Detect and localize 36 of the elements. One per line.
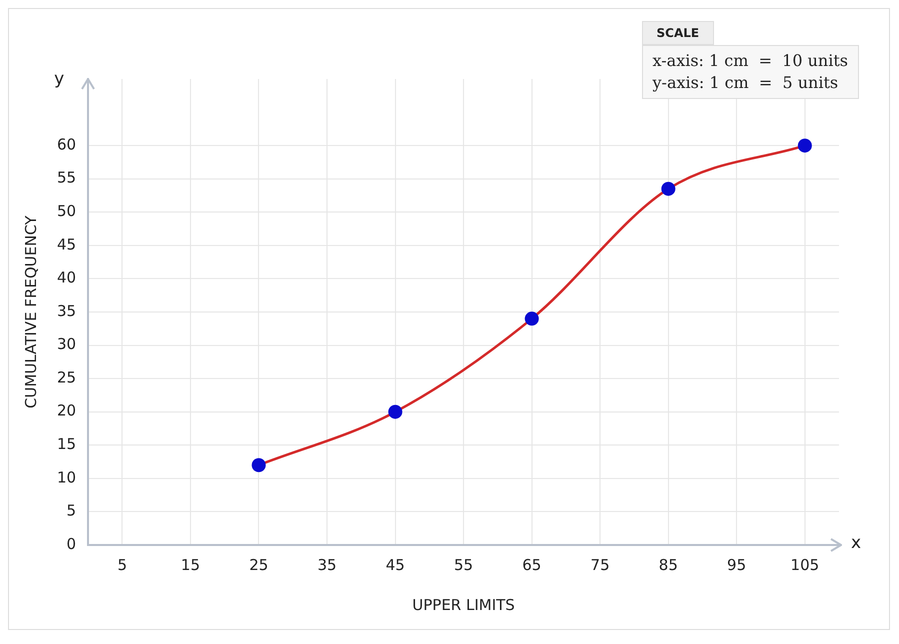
y-tick-label: 0	[66, 534, 76, 553]
y-tick-label: 20	[56, 402, 76, 420]
y-tick-label: 60	[56, 135, 76, 154]
y-tick-label: 45	[56, 235, 76, 254]
point	[661, 182, 676, 196]
y-tick-label: 55	[56, 168, 76, 187]
y-tick-label: 25	[56, 368, 76, 386]
x-axis-title: UPPER LIMITS	[412, 596, 515, 614]
y-tick-label: 30	[56, 335, 76, 354]
point	[798, 138, 812, 153]
point	[388, 404, 402, 419]
x-tick-label: 15	[180, 556, 200, 574]
x-tick-label: 35	[317, 556, 337, 574]
x-tick-label: 55	[454, 556, 474, 574]
y-tick-label: 35	[56, 302, 76, 320]
x-tick-label: 25	[249, 556, 268, 574]
x-tick-label: 105	[790, 556, 820, 574]
text: x-axis: 1 cm = 10 units	[652, 50, 848, 72]
text: x	[851, 533, 862, 553]
x-tick-label: 65	[522, 556, 542, 574]
x-tick-label: 85	[658, 556, 678, 574]
x-tick-label: 45	[386, 556, 405, 574]
y-tick-label: 15	[56, 435, 76, 454]
y-axis-title: CUMULATIVE FREQUENCY	[22, 214, 40, 408]
y-tick-label: 10	[56, 468, 76, 486]
x-tick-label: 75	[590, 556, 610, 574]
x-tick-label: 95	[727, 556, 746, 574]
annotation: y-axis: 1 cm = 5 units	[652, 72, 840, 94]
y-tick-label: 5	[66, 502, 76, 520]
y-tick-label: 50	[56, 202, 76, 220]
point	[252, 458, 266, 472]
y-tick-label: 40	[56, 268, 76, 287]
point	[524, 312, 539, 326]
text: SCALE	[642, 21, 714, 45]
text: y	[54, 69, 64, 89]
x-tick-label: 5	[117, 556, 127, 574]
